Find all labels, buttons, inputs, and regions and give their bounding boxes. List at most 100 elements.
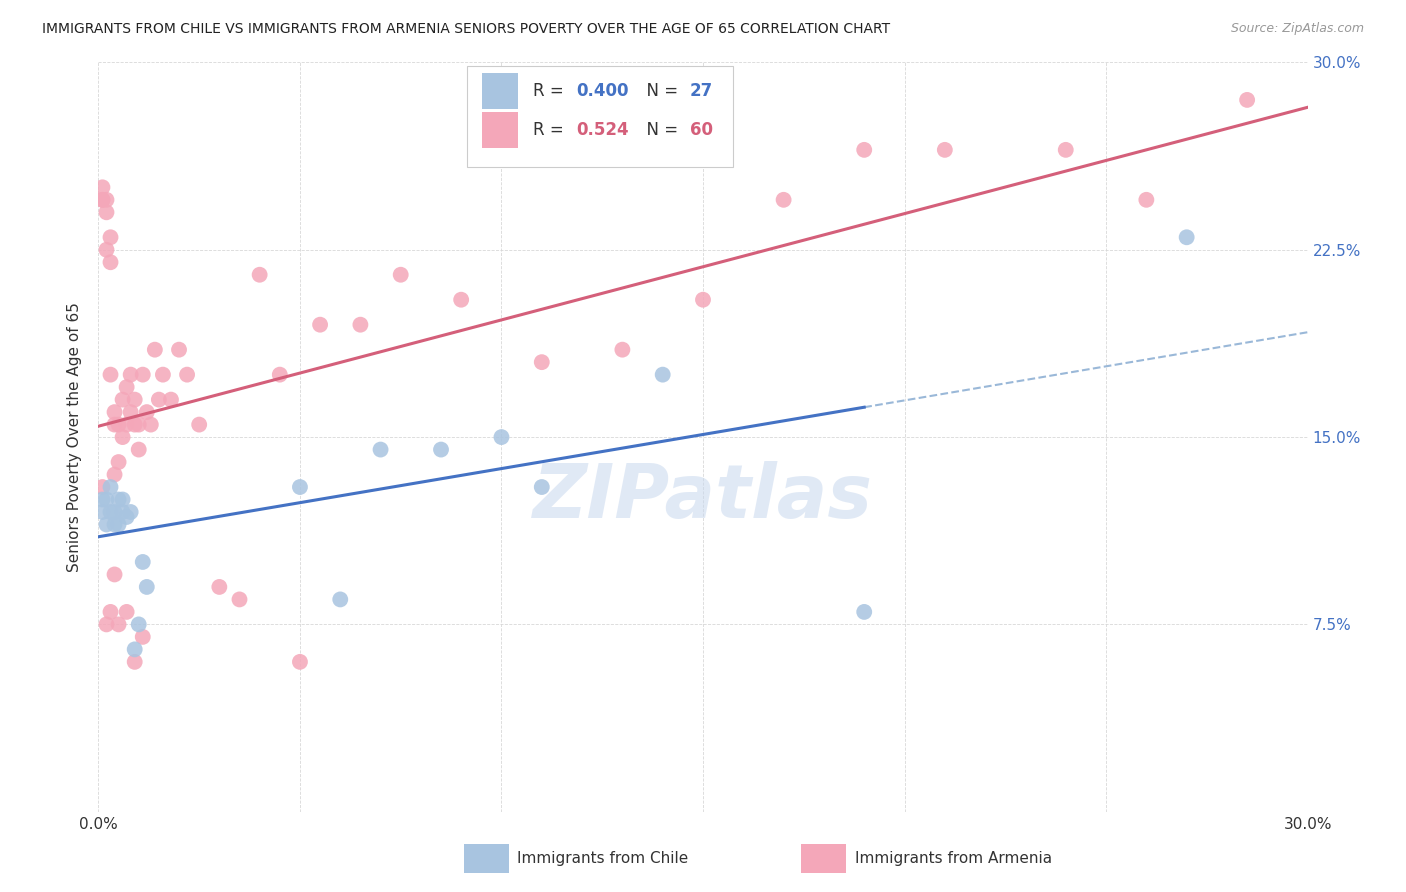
Point [100, 368, 122, 382]
Point [128, 617, 150, 632]
Point [91, 505, 114, 519]
Text: 27: 27 [690, 82, 713, 100]
Point [139, 417, 162, 432]
Point [91, 193, 114, 207]
Point [91, 180, 114, 194]
Point [128, 417, 150, 432]
Point [100, 605, 122, 619]
Text: IMMIGRANTS FROM CHILE VS IMMIGRANTS FROM ARMENIA SENIORS POVERTY OVER THE AGE OF: IMMIGRANTS FROM CHILE VS IMMIGRANTS FROM… [42, 22, 890, 37]
Point [450, 293, 472, 307]
Point [124, 642, 146, 657]
Point [612, 343, 634, 357]
Point [103, 467, 125, 482]
Point [132, 555, 155, 569]
Point [934, 143, 956, 157]
Point [111, 505, 134, 519]
Point [329, 592, 352, 607]
Point [111, 492, 134, 507]
Point [269, 368, 291, 382]
Text: 0.524: 0.524 [576, 121, 628, 139]
Point [430, 442, 453, 457]
Point [103, 505, 125, 519]
Point [107, 517, 129, 532]
Point [96, 243, 118, 257]
Point [91, 492, 114, 507]
Point [124, 392, 146, 407]
Point [100, 230, 122, 244]
Point [288, 480, 311, 494]
Bar [482, 112, 517, 148]
Point [148, 392, 170, 407]
FancyBboxPatch shape [467, 66, 734, 168]
Point [100, 255, 122, 269]
Text: Immigrants from Armenia: Immigrants from Armenia [855, 851, 1052, 866]
Point [91, 480, 114, 494]
Point [370, 442, 392, 457]
Point [115, 510, 138, 524]
Point [249, 268, 271, 282]
Point [100, 480, 122, 494]
Bar [482, 73, 517, 109]
Point [107, 617, 129, 632]
Point [91, 193, 114, 207]
Bar [464, 844, 509, 873]
Point [115, 380, 138, 394]
Point [1135, 193, 1157, 207]
Point [135, 405, 157, 419]
Point [1175, 230, 1198, 244]
Point [107, 492, 129, 507]
Point [96, 617, 118, 632]
Text: N =: N = [637, 121, 683, 139]
Point [176, 368, 198, 382]
Point [107, 455, 129, 469]
Text: N =: N = [637, 82, 683, 100]
Point [152, 368, 174, 382]
Point [651, 368, 673, 382]
Point [103, 405, 125, 419]
Point [111, 392, 134, 407]
Bar [801, 844, 846, 873]
Point [389, 268, 412, 282]
Point [96, 205, 118, 219]
Point [120, 405, 142, 419]
Text: 0.400: 0.400 [576, 82, 628, 100]
Point [128, 442, 150, 457]
Point [135, 580, 157, 594]
Point [132, 368, 155, 382]
Point [100, 505, 122, 519]
Point [115, 605, 138, 619]
Point [228, 592, 250, 607]
Point [853, 605, 876, 619]
Point [530, 355, 553, 369]
Text: 60: 60 [690, 121, 713, 139]
Text: R =: R = [533, 121, 568, 139]
Point [120, 368, 142, 382]
Point [309, 318, 332, 332]
Point [96, 193, 118, 207]
Point [160, 392, 183, 407]
Point [1236, 93, 1258, 107]
Point [853, 143, 876, 157]
Text: R =: R = [533, 82, 568, 100]
Point [132, 630, 155, 644]
Point [167, 343, 190, 357]
Point [115, 417, 138, 432]
Point [107, 417, 129, 432]
Point [692, 293, 714, 307]
Point [103, 517, 125, 532]
Y-axis label: Seniors Poverty Over the Age of 65: Seniors Poverty Over the Age of 65 [67, 302, 83, 572]
Point [124, 417, 146, 432]
Point [111, 430, 134, 444]
Point [124, 655, 146, 669]
Point [349, 318, 371, 332]
Point [96, 492, 118, 507]
Point [96, 517, 118, 532]
Text: ZIPatlas: ZIPatlas [533, 460, 873, 533]
Point [103, 567, 125, 582]
Text: Source: ZipAtlas.com: Source: ZipAtlas.com [1230, 22, 1364, 36]
Point [208, 580, 231, 594]
Point [188, 417, 211, 432]
Point [772, 193, 794, 207]
Text: Immigrants from Chile: Immigrants from Chile [517, 851, 689, 866]
Point [288, 655, 311, 669]
